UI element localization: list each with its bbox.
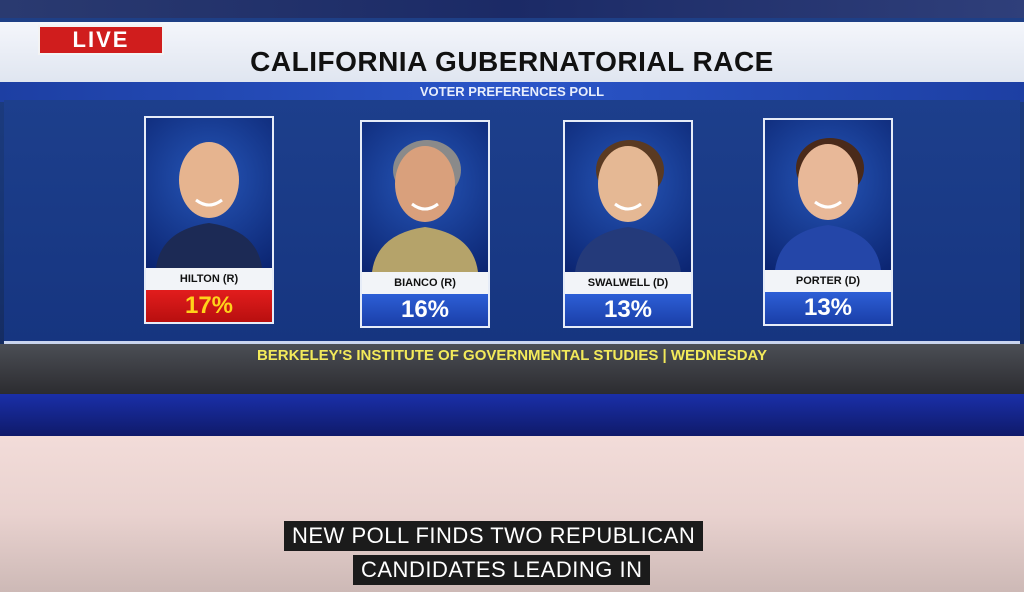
candidate-name: PORTER (D) <box>765 270 891 292</box>
candidate-card: SWALWELL (D) 13% <box>563 120 693 328</box>
candidate-card: HILTON (R) 17% <box>144 116 274 324</box>
candidate-card: PORTER (D) 13% <box>763 118 893 326</box>
candidate-photo <box>146 118 272 268</box>
poll-source: BERKELEY'S INSTITUTE OF GOVERNMENTAL STU… <box>256 347 768 364</box>
candidate-photo <box>765 120 891 270</box>
candidate-name: SWALWELL (D) <box>565 272 691 294</box>
candidate-percent: 16% <box>362 294 488 326</box>
caption-line-2: CANDIDATES LEADING IN <box>353 555 651 585</box>
graphic-subtitle: VOTER PREFERENCES POLL <box>419 84 605 99</box>
city-strip <box>0 344 1024 394</box>
candidate-photo <box>565 122 691 272</box>
screen-top-frame <box>0 0 1024 22</box>
candidate-name: BIANCO (R) <box>362 272 488 294</box>
candidate-percent: 13% <box>765 292 891 324</box>
live-badge: LIVE <box>38 25 164 55</box>
graphic-title: CALIFORNIA GUBERNATORIAL RACE <box>250 46 774 77</box>
title-bar <box>0 22 1024 84</box>
candidate-card: BIANCO (R) 16% <box>360 120 490 328</box>
candidate-percent: 13% <box>565 294 691 326</box>
subtitle-bar <box>0 82 1024 102</box>
candidate-photo <box>362 122 488 272</box>
studio-blue-band <box>0 394 1024 436</box>
candidate-name: HILTON (R) <box>146 268 272 290</box>
candidate-percent: 17% <box>146 290 272 322</box>
caption-line-1: NEW POLL FINDS TWO REPUBLICAN <box>284 521 704 551</box>
